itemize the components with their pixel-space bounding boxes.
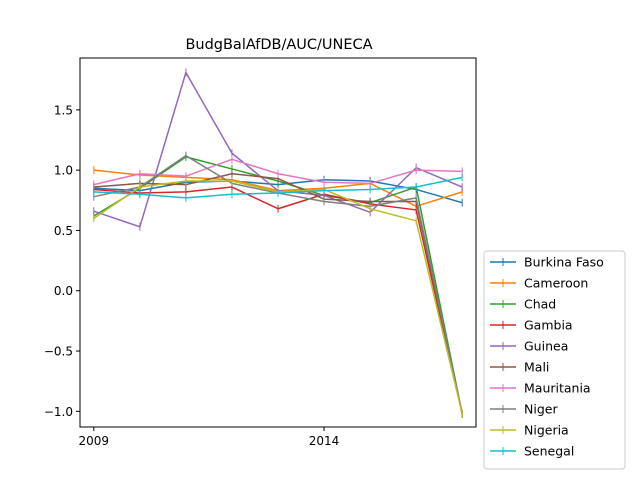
series-senegal	[93, 173, 463, 202]
y-tick-label-5: 1.5	[54, 103, 73, 117]
series-layer	[93, 68, 463, 418]
x-tick-label-2009: 2009	[79, 434, 110, 448]
legend-label-niger: Niger	[524, 402, 558, 417]
x-tick-label-2014: 2014	[309, 434, 340, 448]
legend-label-chad: Chad	[524, 297, 556, 312]
y-tick-label-2: 0.0	[54, 284, 73, 298]
legend: Burkina Faso Cameroon Chad Gambia Guinea Mali…	[483, 250, 626, 470]
legend-label-mauritania: Mauritania	[524, 381, 591, 396]
legend-label-gambia: Gambia	[524, 318, 573, 333]
legend-label-burkina-faso: Burkina Faso	[524, 255, 604, 270]
series-line-gambia	[93, 186, 463, 414]
y-tick-label-3: 0.5	[54, 224, 73, 238]
legend-label-guinea: Guinea	[524, 339, 568, 354]
legend-label-mali: Mali	[524, 360, 549, 375]
y-axis: −1.0 −0.5 0.0 0.5 1.0 1.5	[44, 103, 80, 419]
x-axis: 2009 2014	[79, 427, 340, 448]
series-nigeria	[93, 177, 463, 418]
series-line-nigeria	[93, 180, 463, 414]
y-tick-label-1: −0.5	[44, 345, 73, 359]
legend-label-cameroon: Cameroon	[524, 276, 588, 291]
legend-label-senegal: Senegal	[524, 444, 574, 459]
legend-label-nigeria: Nigeria	[524, 423, 569, 438]
y-tick-label-0: −1.0	[44, 405, 73, 419]
legend-box	[483, 250, 626, 470]
chart-title: BudgBalAfDB/AUC/UNECA	[185, 37, 372, 53]
y-tick-label-4: 1.0	[54, 164, 73, 178]
plot-frame	[79, 57, 477, 428]
series-line-guinea	[93, 71, 463, 228]
